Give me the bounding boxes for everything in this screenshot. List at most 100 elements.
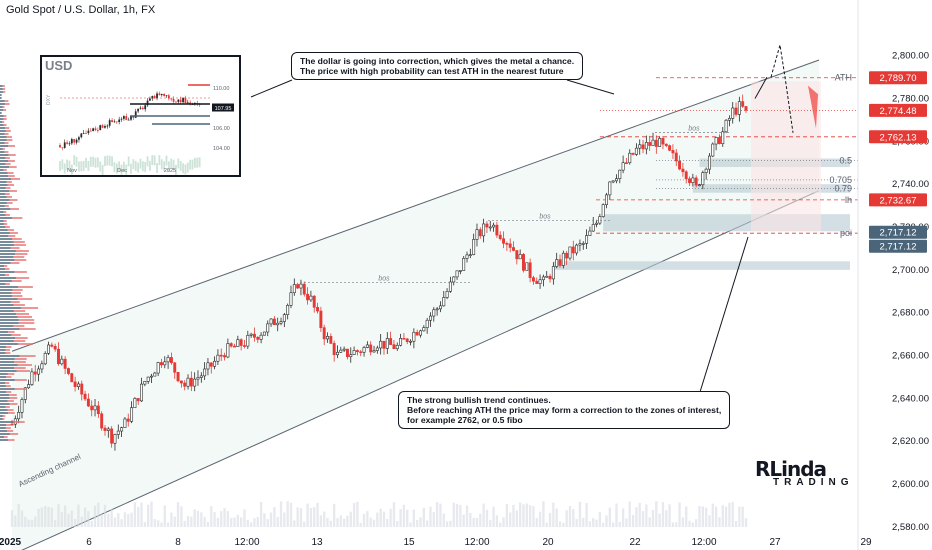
- volume-bar: [499, 522, 502, 527]
- profile-bar: [0, 133, 5, 135]
- price-tag-lh-bg: [869, 193, 927, 207]
- volume-bar: [744, 518, 748, 527]
- profile-bar: [1, 94, 2, 96]
- volume-bar: [475, 518, 479, 527]
- volume-bar: [44, 506, 47, 527]
- volume-bar: [140, 502, 143, 527]
- candle-body: [412, 331, 416, 342]
- volume-bar: [336, 518, 339, 527]
- level-name-0-5: 0.5: [839, 156, 852, 166]
- profile-bar: [1, 112, 2, 114]
- volume-bar: [621, 508, 625, 527]
- inset-volume-bar: [123, 161, 125, 172]
- candle-body: [269, 318, 273, 325]
- candle-body: [20, 399, 24, 413]
- usd-inset-chart: USD 110.00108.00106.00104.00NovDec2025DX…: [40, 55, 241, 177]
- inset-candle-body: [63, 142, 66, 148]
- profile-bar: [13, 304, 25, 306]
- volume-bar: [259, 501, 263, 527]
- inset-volume-bar: [191, 159, 194, 170]
- profile-bar: [3, 124, 7, 126]
- volume-bar: [528, 505, 532, 527]
- profile-bar: [5, 103, 10, 105]
- profile-bar: [0, 115, 4, 117]
- candle-body: [432, 309, 436, 317]
- logo-sub-text: TRADING: [773, 477, 854, 488]
- volume-bar: [50, 507, 54, 527]
- profile-bar: [0, 148, 3, 150]
- inset-y-tick: 106.00: [213, 126, 230, 132]
- volume-bar: [482, 503, 485, 527]
- inset-volume-bar: [160, 159, 163, 170]
- volume-bar: [279, 501, 283, 527]
- inset-volume-bar: [87, 160, 90, 171]
- profile-bar: [0, 334, 12, 336]
- inset-candle-body: [59, 145, 61, 148]
- brand-logo: RLinda TRADING: [755, 457, 854, 488]
- profile-bar: [7, 184, 15, 186]
- profile-bar: [16, 370, 31, 372]
- candle-body: [206, 362, 210, 370]
- volume-bar: [326, 518, 329, 527]
- profile-bar: [0, 406, 6, 408]
- candle-body: [339, 349, 343, 353]
- volume-bar: [163, 505, 166, 527]
- volume-bar: [515, 510, 518, 527]
- volume-bar: [249, 522, 253, 527]
- volume-bar: [459, 504, 462, 527]
- profile-bar: [0, 190, 10, 192]
- candle-body: [209, 362, 213, 367]
- profile-bar: [4, 100, 9, 102]
- volume-bar: [130, 512, 133, 527]
- inset-y-tick: 104.00: [213, 146, 230, 152]
- profile-bar: [0, 328, 20, 330]
- candle-body: [409, 340, 413, 343]
- inset-volume-bar: [118, 161, 121, 172]
- candle-body: [213, 360, 217, 367]
- bos-label-3: bos: [688, 126, 700, 133]
- x-tick-label: 12:00: [234, 537, 259, 548]
- profile-bar: [4, 205, 9, 207]
- profile-bar: [5, 157, 10, 159]
- profile-bar: [0, 319, 19, 321]
- candle-body: [565, 252, 569, 259]
- profile-bar: [0, 343, 19, 345]
- profile-bar: [0, 265, 4, 267]
- profile-bar: [8, 160, 16, 162]
- logo-main-text: RLinda: [755, 457, 827, 481]
- inset-candle-body: [132, 116, 135, 118]
- profile-bar: [0, 286, 19, 288]
- volume-bar: [605, 515, 608, 527]
- volume-bar: [303, 521, 306, 527]
- bottom-note-pointer: [699, 236, 749, 393]
- profile-bar: [0, 232, 10, 234]
- candle-body: [708, 155, 711, 170]
- volume-bar: [525, 503, 528, 527]
- target-zone: [751, 81, 821, 232]
- candle-body: [648, 142, 652, 146]
- y-tick-label: 2,780.00: [892, 94, 929, 105]
- volume-bar: [299, 508, 303, 527]
- candle-body: [502, 238, 506, 244]
- volume-bar: [522, 504, 525, 527]
- volume-bar: [333, 503, 336, 527]
- candle-body: [106, 428, 110, 431]
- candle-body: [478, 229, 482, 237]
- volume-bar: [17, 504, 20, 527]
- inset-volume-bar: [101, 164, 104, 175]
- volume-bar: [110, 509, 113, 527]
- candle-body: [575, 244, 579, 254]
- candle-body: [30, 371, 34, 385]
- candle-body: [289, 292, 293, 306]
- inset-candle-body: [75, 139, 78, 143]
- inset-volume-bar: [172, 159, 175, 170]
- profile-bar: [3, 169, 7, 171]
- candle-body: [302, 283, 306, 295]
- volume-bar: [103, 504, 107, 527]
- candle-body: [472, 239, 476, 255]
- volume-bar: [60, 511, 63, 527]
- candle-body: [518, 254, 522, 260]
- candle-body: [90, 405, 94, 411]
- profile-bar: [2, 121, 5, 123]
